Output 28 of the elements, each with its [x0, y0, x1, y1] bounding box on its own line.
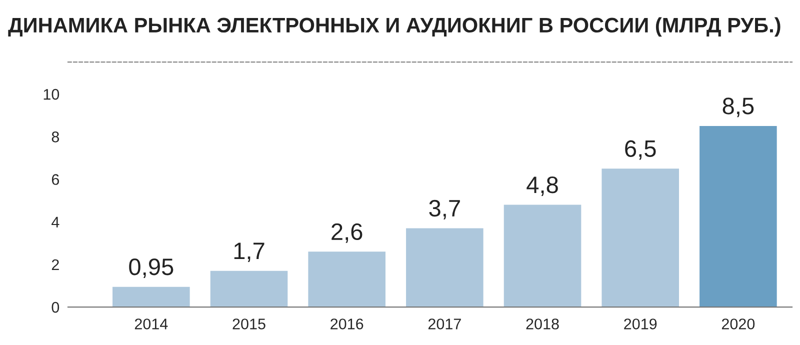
x-tick-label: 2016 [330, 318, 364, 330]
x-tick-label: 2015 [232, 318, 266, 330]
x-tick-label: 2019 [624, 318, 657, 330]
data-label: 1,7 [234, 242, 264, 262]
bar [406, 228, 484, 308]
y-tick-label: 4 [52, 216, 60, 228]
y-tick-label: 10 [44, 88, 60, 100]
chart-title: ДИНАМИКА РЫНКА ЭЛЕКТРОННЫХ И АУДИОКНИГ В РОССИИ (МЛРД РУБ.) [8, 17, 780, 37]
y-tick-label: 2 [52, 259, 59, 270]
y-tick-label: 8 [52, 132, 60, 142]
bar [210, 270, 288, 308]
data-label: 3,7 [429, 200, 460, 220]
data-label: 6,5 [625, 140, 656, 160]
x-tick-label: 2020 [722, 318, 755, 330]
bar [504, 204, 582, 308]
y-tick-label: 6 [52, 174, 59, 185]
data-label: 4,8 [526, 176, 558, 196]
bar [602, 168, 679, 308]
bar [112, 286, 190, 308]
bar [700, 126, 777, 308]
x-tick-label: 2014 [134, 318, 168, 330]
x-tick-label: 2018 [526, 318, 559, 330]
data-label: 8,5 [722, 98, 754, 118]
x-tick-label: 2017 [428, 318, 461, 330]
y-tick-label: 0 [52, 302, 60, 313]
data-label: 0,95 [129, 258, 174, 278]
bar [308, 252, 386, 308]
data-label: 2,6 [332, 223, 362, 243]
